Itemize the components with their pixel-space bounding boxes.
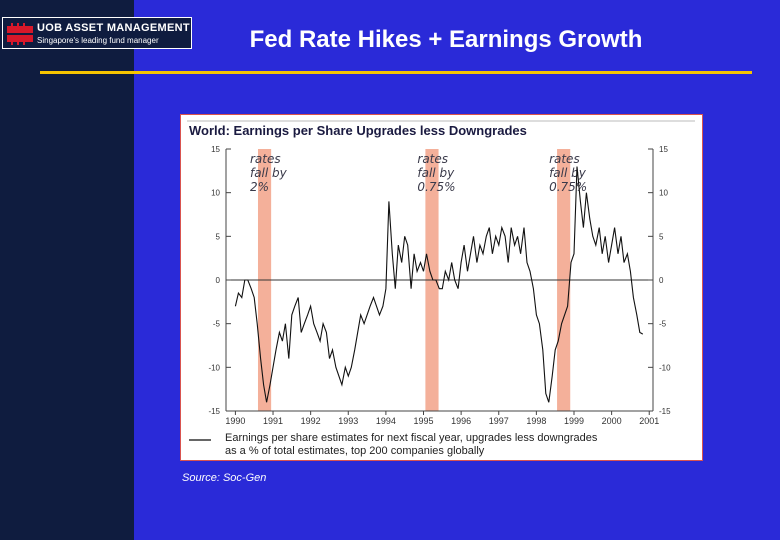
uob-logo-mark-icon <box>7 23 33 45</box>
eps-revisions-chart: World: Earnings per Share Upgrades less … <box>187 120 695 457</box>
y-tick-label-right: 10 <box>659 189 668 198</box>
x-tick-label: 1991 <box>263 416 283 426</box>
annotation-1-line-2: fall by <box>250 166 288 180</box>
y-tick-label-left: 10 <box>211 189 220 198</box>
x-tick-label: 1990 <box>225 416 245 426</box>
x-tick-label: 2001 <box>639 416 659 426</box>
y-tick-label-left: -10 <box>208 363 220 372</box>
x-tick-label: 1995 <box>413 416 433 426</box>
x-tick-label: 1993 <box>338 416 358 426</box>
x-tick-label: 1994 <box>376 416 396 426</box>
logo-tagline: Singapore's leading fund manager <box>37 36 159 45</box>
sidebar-panel <box>0 0 134 540</box>
y-tick-label-right: 5 <box>659 232 664 241</box>
annotation-3-line-1: rates <box>549 152 580 166</box>
annotation-3-line-3: 0.75% <box>549 180 587 194</box>
uob-logo: UOB ASSET MANAGEMENT Singapore's leading… <box>2 17 192 49</box>
y-tick-label-left: 0 <box>216 276 221 285</box>
annotation-1-line-3: 2% <box>250 180 269 194</box>
x-tick-label: 1997 <box>489 416 509 426</box>
chart-frame: World: Earnings per Share Upgrades less … <box>180 114 703 461</box>
annotation-1-line-1: rates <box>250 152 281 166</box>
y-tick-label-right: 0 <box>659 276 664 285</box>
eps-revisions-line <box>234 166 644 403</box>
title-underline <box>40 71 752 74</box>
legend-text-2: as a % of total estimates, top 200 compa… <box>225 445 485 457</box>
annotation-2-line-3: 0.75% <box>417 180 455 194</box>
y-tick-label-left: -15 <box>208 407 220 416</box>
x-tick-label: 1996 <box>451 416 471 426</box>
y-tick-label-left: 15 <box>211 145 220 154</box>
x-tick-label: 1998 <box>526 416 546 426</box>
annotation-2-line-1: rates <box>417 152 448 166</box>
page-title: Fed Rate Hikes + Earnings Growth <box>249 26 643 53</box>
logo-name: UOB ASSET MANAGEMENT <box>37 22 190 34</box>
legend-text-1: Earnings per share estimates for next fi… <box>225 432 598 444</box>
annotation-2-line-2: fall by <box>417 166 455 180</box>
x-tick-label: 1992 <box>301 416 321 426</box>
annotation-3-line-2: fall by <box>549 166 587 180</box>
y-tick-label-right: -5 <box>659 320 667 329</box>
y-tick-label-left: 5 <box>216 232 221 241</box>
y-tick-label-right: -15 <box>659 407 671 416</box>
y-tick-label-right: 15 <box>659 145 668 154</box>
x-tick-label: 2000 <box>602 416 622 426</box>
chart-title: World: Earnings per Share Upgrades less … <box>189 123 527 138</box>
x-tick-label: 1999 <box>564 416 584 426</box>
y-tick-label-left: -5 <box>213 320 221 329</box>
source-note: Source: Soc-Gen <box>182 472 267 484</box>
y-tick-label-right: -10 <box>659 363 671 372</box>
